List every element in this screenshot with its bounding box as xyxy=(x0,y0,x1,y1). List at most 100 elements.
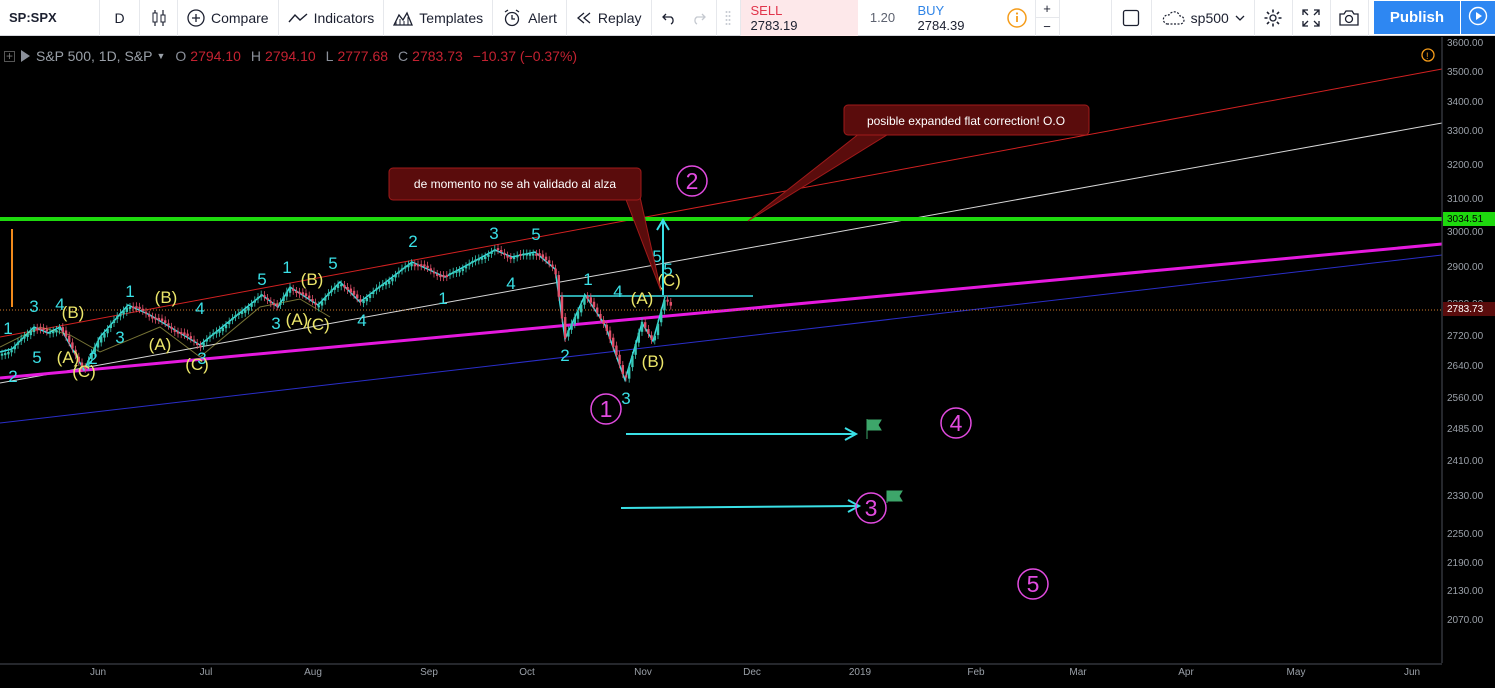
wave-label-yellow: (B) xyxy=(642,352,665,371)
fullscreen-icon xyxy=(1302,8,1320,27)
callout-lower-box xyxy=(388,167,642,201)
candle-body xyxy=(269,301,272,304)
wave-label-cyan: 3 xyxy=(29,297,38,316)
plus-circle-icon xyxy=(187,8,205,27)
time-tick-label: Sep xyxy=(420,667,438,678)
candle-body xyxy=(32,328,36,333)
time-axis[interactable]: Jun Jul Aug Sep Oct Nov Dec 2019 Feb Mar Apr May Jun xyxy=(0,663,1442,678)
candle-body xyxy=(320,301,324,306)
candle-body xyxy=(400,268,404,271)
series-title[interactable]: S&P 500, 1D, S&P xyxy=(36,48,153,64)
candle-body xyxy=(436,273,439,276)
candle-body xyxy=(93,346,96,353)
candle-body xyxy=(586,296,589,299)
candle-body xyxy=(64,330,68,337)
settings-button[interactable] xyxy=(1255,0,1293,36)
candle-body xyxy=(461,268,464,272)
chart-canvas[interactable]: 13542231435135421345123554(B)(A)(C)(B)(A… xyxy=(0,37,1495,683)
candle-body xyxy=(167,323,170,326)
series-menu-icon[interactable]: ▼ xyxy=(156,51,166,61)
plus-icon[interactable]: + xyxy=(1043,0,1051,16)
candles-icon xyxy=(151,9,167,27)
candle-body xyxy=(493,249,496,252)
candle-body xyxy=(276,304,279,307)
candle-body xyxy=(535,253,538,256)
candle-body xyxy=(618,354,621,365)
alert-label: Alert xyxy=(528,9,557,26)
candle-body xyxy=(464,266,468,269)
candle-body xyxy=(420,264,423,267)
candle-body xyxy=(448,273,452,276)
undo-icon[interactable] xyxy=(661,11,677,25)
indicators-button[interactable]: Indicators xyxy=(279,0,385,36)
minus-icon[interactable]: − xyxy=(1035,17,1059,36)
buy-button[interactable]: BUY 2784.39 xyxy=(908,0,1000,36)
candle-body xyxy=(544,256,548,261)
wave-label-cyan: 1 xyxy=(125,282,134,301)
redo-icon[interactable] xyxy=(691,11,707,25)
interval-label: D xyxy=(114,9,125,26)
candle-body xyxy=(186,333,189,337)
time-tick-label: Feb xyxy=(967,667,985,678)
publish-options-button[interactable] xyxy=(1461,1,1495,34)
drag-handle[interactable] xyxy=(717,0,741,36)
wave-labels: 13542231435135421345123554(B)(A)(C)(B)(A… xyxy=(3,165,1049,600)
fullscreen-button[interactable] xyxy=(1293,0,1331,36)
chart-style-button[interactable] xyxy=(140,0,178,36)
ohlc-high-label: H xyxy=(250,48,262,64)
time-tick-label: Jun xyxy=(1404,667,1420,678)
compare-button[interactable]: Compare xyxy=(178,0,279,36)
chart-area[interactable]: 1 3 5 4 2 2 3 1 4 3 5 1 3 5 4 2 1 3 4 5 1 2 3 5 5 4 (B) (A) (C) (B) (A… xyxy=(0,37,1495,683)
candle-body xyxy=(240,311,244,315)
price-scale[interactable]: 3600.00 3500.00 3400.00 3300.00 3200.00 3100.… xyxy=(1421,37,1495,683)
candle-body xyxy=(247,307,250,311)
templates-button[interactable]: Templates xyxy=(384,0,494,36)
candle-body xyxy=(608,330,612,340)
candle-body xyxy=(359,299,362,302)
wave-label-yellow: (C) xyxy=(657,271,681,290)
wave-label-yellow: (C) xyxy=(306,315,330,334)
candle-body xyxy=(375,288,378,291)
projection-arrowhead-lower xyxy=(847,499,862,513)
wave-label-cyan: 2 xyxy=(8,367,17,386)
candle-body xyxy=(426,265,429,268)
candle-body xyxy=(103,333,106,338)
wave-circle xyxy=(590,393,622,425)
candle-body xyxy=(519,253,522,256)
candle-body xyxy=(397,271,400,274)
candle-body xyxy=(231,318,234,321)
candle-body xyxy=(36,327,39,330)
wave-label-cyan: 5 xyxy=(531,225,540,244)
candle-body xyxy=(205,339,208,342)
symbol-search[interactable]: SP:SPX xyxy=(0,0,100,36)
candle-body xyxy=(580,304,583,313)
saved-layout-dropdown[interactable]: sp500 xyxy=(1152,0,1255,36)
candle-body xyxy=(42,327,45,330)
interval-button[interactable]: D xyxy=(100,0,140,36)
candle-body xyxy=(285,291,288,297)
replay-button[interactable]: Replay xyxy=(567,0,652,36)
sell-button[interactable]: SELL 2783.19 xyxy=(740,0,858,36)
candle-body xyxy=(68,335,71,343)
alert-button[interactable]: Alert xyxy=(493,0,567,36)
candle-body xyxy=(173,329,176,332)
wave-label-cyan: 2 xyxy=(88,349,97,368)
snapshot-button[interactable] xyxy=(1331,0,1369,36)
candle-body xyxy=(432,271,436,274)
wave-label-cyan: 5 xyxy=(328,254,337,273)
annotations: posible expanded flat correction! O.O de … xyxy=(388,104,1090,292)
wave-label-yellow: (B) xyxy=(301,270,324,289)
wave-label-circled: 1 xyxy=(600,396,613,422)
candle-body xyxy=(112,320,116,323)
publish-button[interactable]: Publish xyxy=(1373,1,1460,34)
ohlc-open-label: O xyxy=(175,48,187,64)
price-scale-bg xyxy=(1442,37,1495,683)
layout-select-button[interactable] xyxy=(1112,0,1152,36)
candle-body xyxy=(61,327,64,332)
quantity-stepper: + − xyxy=(1035,0,1060,36)
candle-body xyxy=(439,275,442,278)
price-tick-label: 2720.00 xyxy=(1447,331,1484,342)
candle-body xyxy=(16,342,20,345)
trading-info-button[interactable] xyxy=(1000,0,1036,36)
legend-toggle-icon[interactable]: + xyxy=(4,48,15,63)
